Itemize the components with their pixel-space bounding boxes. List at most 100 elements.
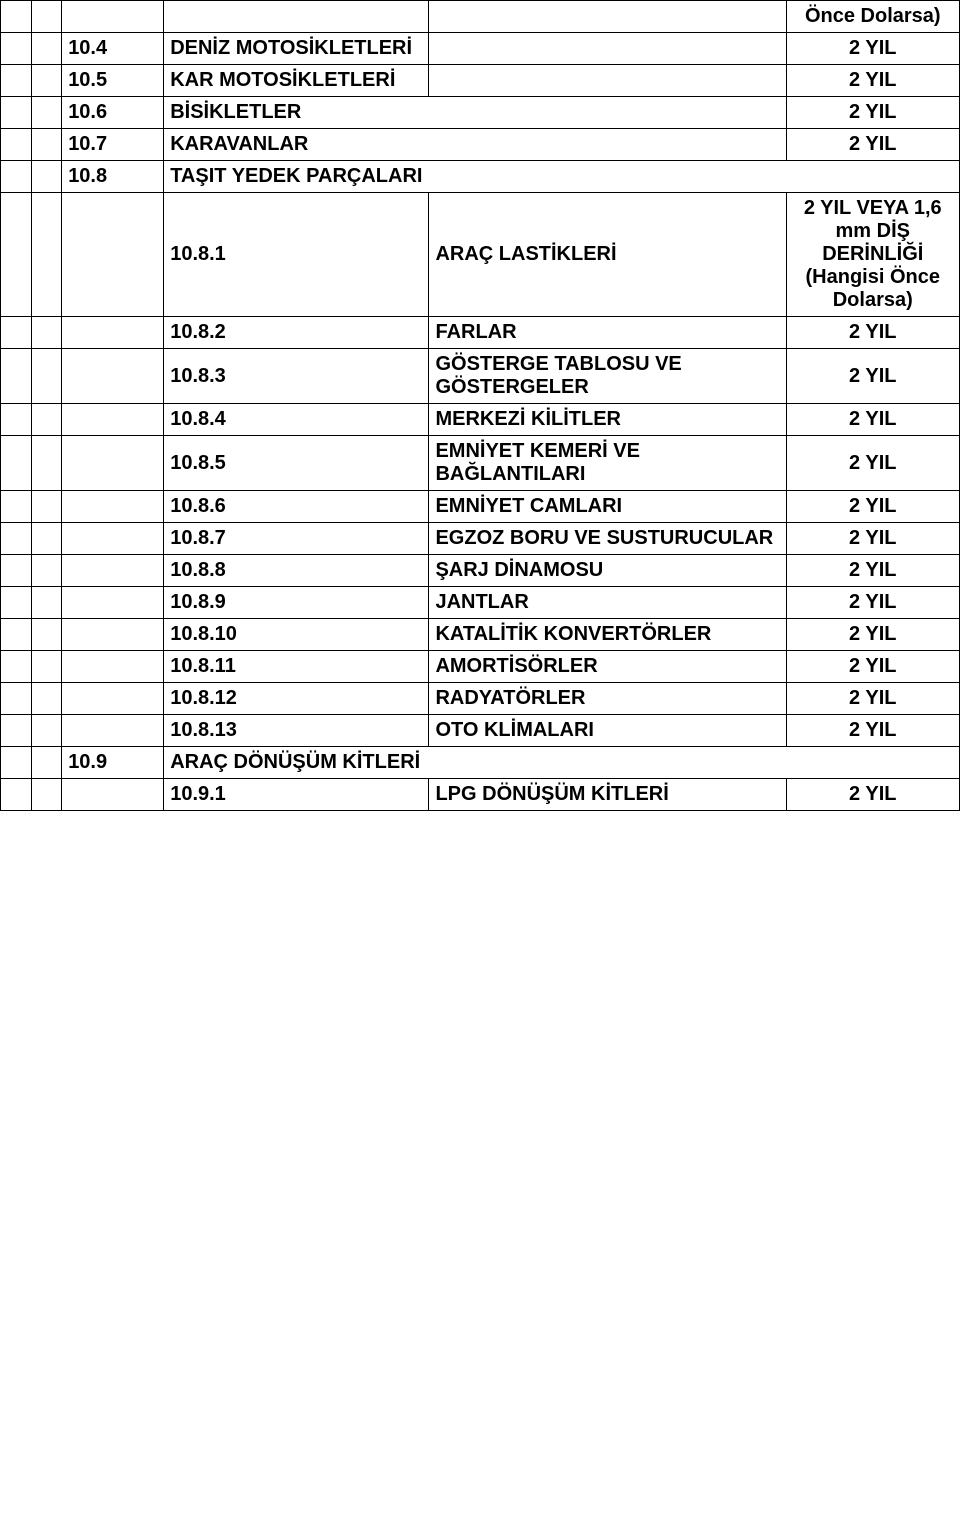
cell-value: 2 YIL [786,404,959,436]
cell-code [62,436,164,491]
cell-desc: GÖSTERGE TABLOSU VE GÖSTERGELER [429,349,786,404]
cell-blank [1,436,32,491]
cell-blank [31,555,62,587]
cell-value: 2 YIL [786,619,959,651]
cell-code [62,587,164,619]
cell-blank [31,651,62,683]
cell-value: 2 YIL [786,349,959,404]
cell-desc: EMNİYET CAMLARI [429,491,786,523]
cell-blank [31,587,62,619]
cell-blank [1,491,32,523]
cell-subcode: 10.8.9 [164,587,429,619]
table-row: 10.8.10KATALİTİK KONVERTÖRLER2 YIL [1,619,960,651]
table-row: 10.8.7EGZOZ BORU VE SUSTURUCULAR2 YIL [1,523,960,555]
cell-blank [31,779,62,811]
cell-subcode: 10.8.2 [164,317,429,349]
cell-code [62,317,164,349]
cell-blank [31,161,62,193]
cell-code [62,555,164,587]
cell-blank [31,129,62,161]
cell-value: 2 YIL [786,65,959,97]
cell-blank [164,1,429,33]
cell-value: 2 YIL [786,715,959,747]
cell-blank [1,129,32,161]
cell-desc: RADYATÖRLER [429,683,786,715]
cell-blank [31,715,62,747]
cell-blank [31,1,62,33]
cell-subcode: 10.8.8 [164,555,429,587]
cell-subcode: 10.8.6 [164,491,429,523]
cell-subcode: KAR MOTOSİKLETLERİ [164,65,429,97]
cell-blank [31,619,62,651]
cell-desc: ARAÇ LASTİKLERİ [429,193,786,317]
table-row: 10.6BİSİKLETLER2 YIL [1,97,960,129]
table-row: 10.8.1ARAÇ LASTİKLERİ2 YIL VEYA 1,6 mm D… [1,193,960,317]
cell-code: 10.5 [62,65,164,97]
cell-blank [31,97,62,129]
cell-blank [429,1,786,33]
cell-blank [31,404,62,436]
table-row: 10.8.4MERKEZİ KİLİTLER2 YIL [1,404,960,436]
table-row: 10.7KARAVANLAR2 YIL [1,129,960,161]
cell-blank [1,161,32,193]
cell-blank [62,1,164,33]
cell-code [62,651,164,683]
cell-subcode: DENİZ MOTOSİKLETLERİ [164,33,429,65]
table-row: 10.8.2FARLAR2 YIL [1,317,960,349]
cell-blank [1,779,32,811]
cell-subcode: 10.9.1 [164,779,429,811]
cell-subcode: 10.8.13 [164,715,429,747]
table-row: 10.8.6EMNİYET CAMLARI2 YIL [1,491,960,523]
cell-blank [31,193,62,317]
cell-blank [31,349,62,404]
cell-blank [31,683,62,715]
table-row: 10.8.9JANTLAR2 YIL [1,587,960,619]
cell-desc: ŞARJ DİNAMOSU [429,555,786,587]
cell-blank [31,747,62,779]
cell-span-heading: TAŞIT YEDEK PARÇALARI [164,161,960,193]
spec-table: Önce Dolarsa) 10.4DENİZ MOTOSİKLETLERİ2 … [0,0,960,811]
cell-subcode: 10.8.10 [164,619,429,651]
table-body: Önce Dolarsa) 10.4DENİZ MOTOSİKLETLERİ2 … [1,1,960,811]
table-row: 10.8.12RADYATÖRLER2 YIL [1,683,960,715]
cell-code [62,523,164,555]
cell-subcode: 10.8.11 [164,651,429,683]
cell-subcode: 10.8.4 [164,404,429,436]
cell-blank [1,349,32,404]
table-row: 10.9.1LPG DÖNÜŞÜM KİTLERİ2 YIL [1,779,960,811]
table-row: 10.8.13OTO KLİMALARI2 YIL [1,715,960,747]
cell-blank [1,587,32,619]
table-row: 10.8.3GÖSTERGE TABLOSU VE GÖSTERGELER2 Y… [1,349,960,404]
cell-blank [31,436,62,491]
cell-code: 10.8 [62,161,164,193]
cell-blank [31,65,62,97]
cell-desc: KARAVANLAR [164,129,786,161]
cell-subcode: 10.8.1 [164,193,429,317]
cell-value: 2 YIL [786,523,959,555]
cell-value: 2 YIL [786,555,959,587]
cell-blank [1,193,32,317]
cell-desc: OTO KLİMALARI [429,715,786,747]
table-row: 10.4DENİZ MOTOSİKLETLERİ2 YIL [1,33,960,65]
cell-value: 2 YIL [786,587,959,619]
table-row: Önce Dolarsa) [1,1,960,33]
cell-code [62,193,164,317]
cell-desc: EMNİYET KEMERİ VE BAĞLANTILARI [429,436,786,491]
cell-desc: EGZOZ BORU VE SUSTURUCULAR [429,523,786,555]
cell-value: 2 YIL VEYA 1,6 mm DİŞ DERİNLİĞİ (Hangisi… [786,193,959,317]
cell-code: 10.6 [62,97,164,129]
cell-desc: JANTLAR [429,587,786,619]
table-row: 10.8.8ŞARJ DİNAMOSU2 YIL [1,555,960,587]
cell-blank [1,683,32,715]
cell-code [62,349,164,404]
cell-code: 10.4 [62,33,164,65]
table-row: 10.5KAR MOTOSİKLETLERİ 2 YIL [1,65,960,97]
table-row: 10.8.5EMNİYET KEMERİ VE BAĞLANTILARI2 YI… [1,436,960,491]
cell-blank [1,404,32,436]
cell-desc: AMORTİSÖRLER [429,651,786,683]
cell-blank [1,715,32,747]
header-extra: Önce Dolarsa) [786,1,959,33]
cell-value: 2 YIL [786,436,959,491]
cell-blank [1,555,32,587]
cell-code [62,404,164,436]
